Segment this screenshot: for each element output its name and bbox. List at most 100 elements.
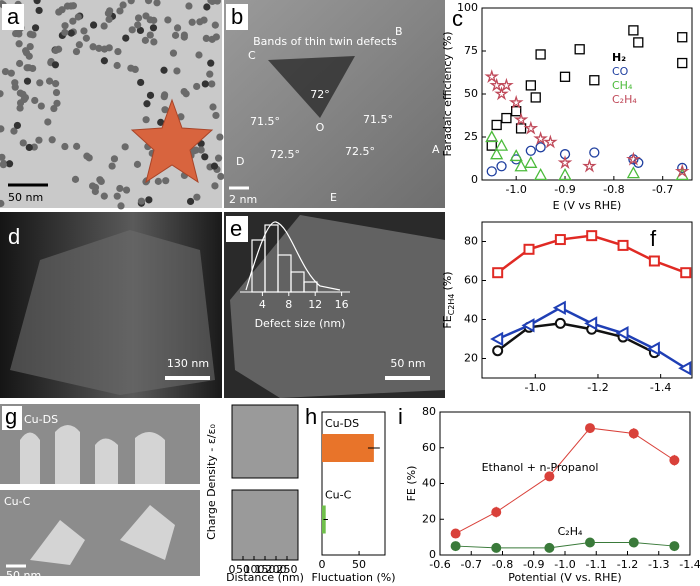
- nanoparticle: [13, 121, 22, 130]
- y-tick-label: 80: [464, 235, 478, 248]
- nanoparticle: [171, 31, 180, 39]
- marker: [554, 234, 566, 246]
- nanoparticle: [11, 83, 19, 91]
- nanoparticle: [121, 143, 129, 151]
- nanoparticle: [116, 7, 124, 15]
- nanoparticle: [105, 44, 113, 52]
- nanoparticle: [185, 2, 193, 10]
- marker: [494, 86, 509, 101]
- legend-entry: C₂H₄: [612, 93, 637, 106]
- series-line: [455, 541, 675, 549]
- y-tick-label: 60: [464, 274, 478, 287]
- x-tick-label: -0.8: [492, 558, 513, 571]
- category-label: Cu-DS: [325, 417, 359, 430]
- x-tick-label: -0.8: [603, 183, 624, 196]
- label-box: [226, 4, 248, 30]
- marker: [450, 541, 461, 552]
- tick-label: 12: [308, 298, 322, 311]
- y-axis-label-main: FE (%): [405, 466, 418, 502]
- nanoparticle: [144, 0, 153, 5]
- series-line: [455, 427, 675, 534]
- label-box: [2, 406, 22, 430]
- nanoparticle: [15, 40, 23, 48]
- marker: [490, 331, 504, 347]
- marker: [628, 428, 639, 439]
- angle: 72.5°: [345, 145, 375, 158]
- scale-text: 130 nm: [167, 357, 209, 370]
- nanoparticle: [113, 61, 121, 70]
- nanoparticle: [150, 38, 158, 46]
- panel-label: e: [230, 216, 242, 241]
- x-axis-label: E (V vs RHE): [553, 199, 622, 212]
- marker: [589, 75, 600, 86]
- nanoparticle: [216, 133, 224, 141]
- marker: [525, 80, 536, 91]
- marker: [486, 140, 497, 151]
- nanoparticle: [26, 42, 34, 51]
- nanoparticle: [137, 78, 145, 87]
- tick-label: 8: [285, 298, 292, 311]
- x-tick-label: 50: [236, 563, 250, 576]
- star-model: [130, 98, 214, 184]
- marker: [515, 123, 527, 134]
- marker: [533, 131, 548, 145]
- marker: [514, 159, 528, 172]
- scale-text: 50 nm: [390, 357, 425, 370]
- nanoparticle: [95, 44, 103, 52]
- marker: [499, 77, 514, 92]
- nanoparticle: [61, 22, 69, 30]
- nanoparticle: [157, 118, 165, 126]
- bar: [322, 434, 374, 462]
- y-axis-label-unit: (%): [441, 271, 454, 290]
- series-line: [497, 306, 687, 370]
- legend-entry: H₂: [612, 51, 626, 64]
- nanoparticle: [48, 136, 56, 144]
- nanoparticle: [145, 196, 153, 204]
- panel-label: b: [231, 4, 243, 29]
- y-tick-label: 40: [464, 313, 478, 326]
- nanoparticle: [197, 146, 205, 154]
- x-tick-label: 150: [255, 563, 276, 576]
- nanosheet: [230, 215, 445, 398]
- nanoparticle: [16, 89, 24, 97]
- y-tick-label: 50: [464, 87, 478, 100]
- nanoparticle: [161, 106, 169, 114]
- marker: [535, 142, 546, 153]
- nanoparticle: [61, 142, 69, 151]
- micrograph-a: [0, 0, 222, 208]
- micrograph-b: [224, 0, 445, 208]
- label-box: [2, 4, 24, 30]
- marker: [628, 537, 639, 548]
- nanoparticle: [82, 34, 90, 42]
- y-axis-label-main: Faradaic efficiency (%): [441, 32, 454, 157]
- marker: [677, 32, 688, 43]
- nanoparticle: [71, 175, 80, 183]
- nanoparticle: [206, 70, 214, 78]
- nanoparticle: [122, 186, 131, 194]
- nanoparticle: [208, 80, 216, 88]
- panel-label: g: [5, 404, 17, 429]
- nanoparticle: [164, 16, 172, 24]
- nanoparticle: [173, 24, 182, 32]
- nanoparticle: [37, 102, 45, 110]
- marker: [558, 167, 572, 180]
- panel-label: c: [452, 6, 463, 31]
- nanoparticle: [209, 103, 217, 111]
- panel-label: h: [305, 404, 317, 429]
- marker: [615, 325, 629, 341]
- nanoparticle: [160, 66, 168, 74]
- nanoparticle: [116, 184, 124, 193]
- nanoparticle: [0, 161, 7, 169]
- nanoparticle: [0, 153, 6, 161]
- marker: [535, 49, 546, 60]
- nanoparticle: [51, 61, 60, 69]
- plot-frame: [481, 221, 693, 379]
- marker: [484, 69, 500, 84]
- series-label: Ethanol + n-Propanol: [482, 461, 599, 474]
- panel-label: d: [8, 224, 20, 249]
- nanoparticle: [193, 82, 201, 91]
- x-tick-label: -1.0: [554, 558, 575, 571]
- nanoparticle: [58, 6, 66, 14]
- nanoparticle: [12, 29, 20, 38]
